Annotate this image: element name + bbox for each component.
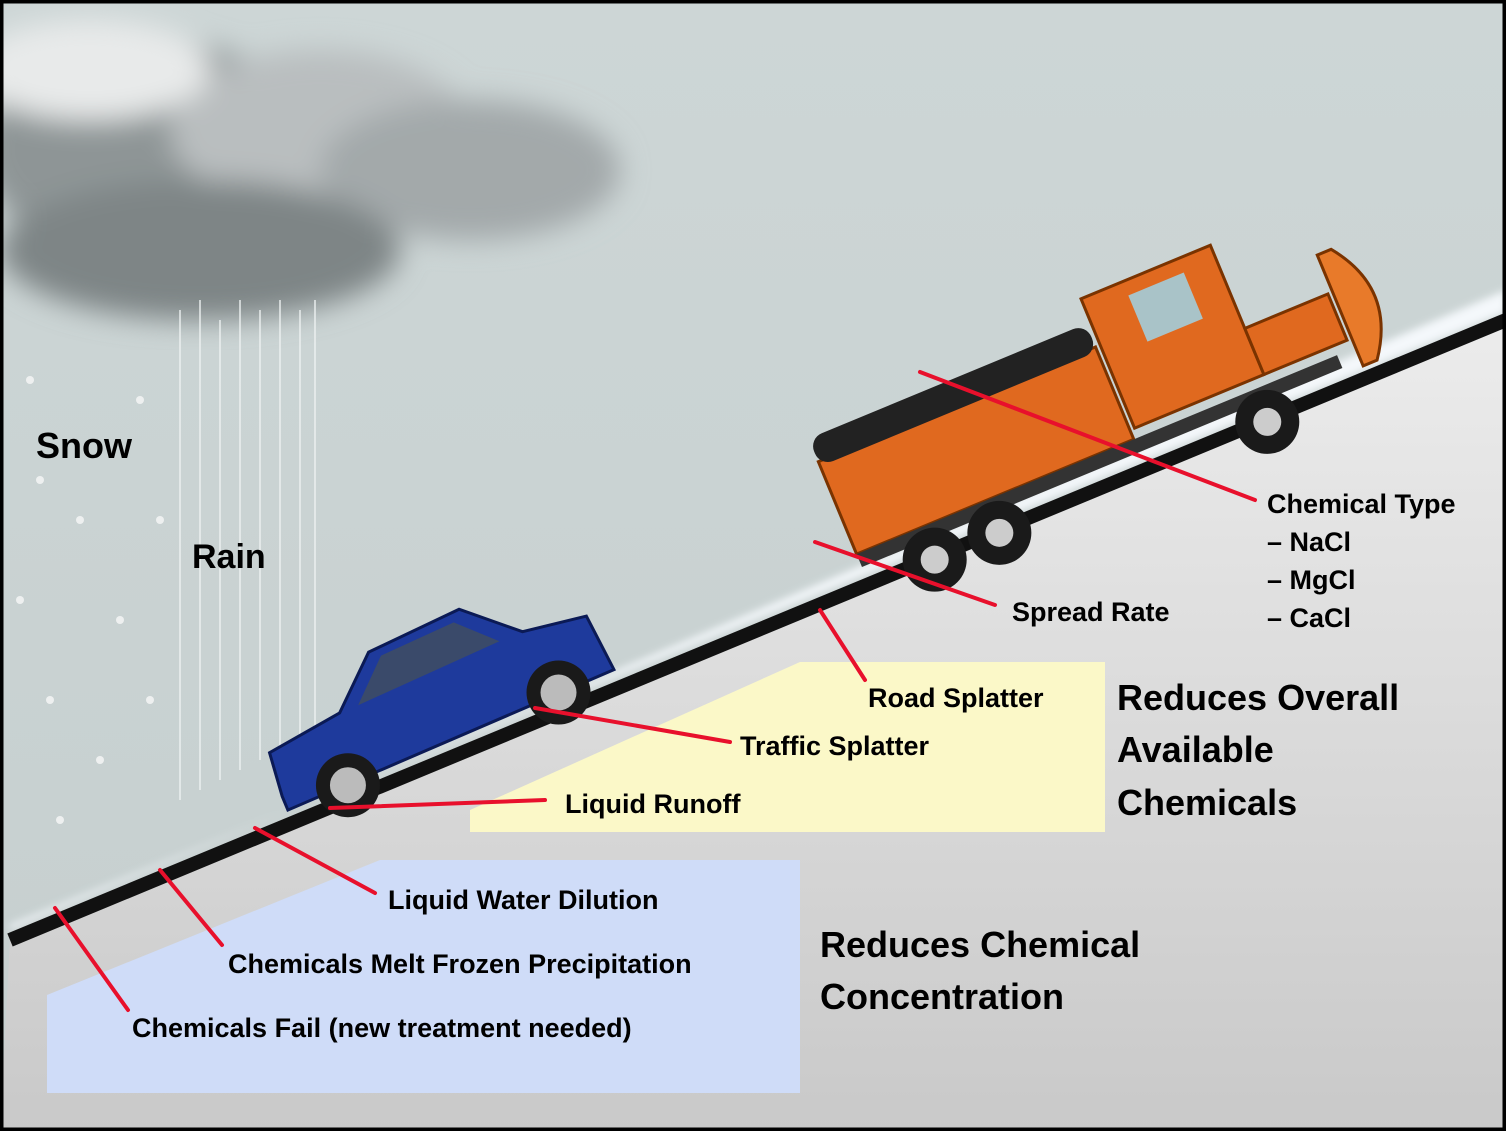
callout: Traffic Splatter	[740, 731, 930, 761]
callout: Liquid Runoff	[565, 789, 741, 819]
callout: Road Splatter	[868, 683, 1044, 713]
chemical-type-title: Chemical Type	[1267, 489, 1456, 519]
callout: Chemicals Melt Frozen Precipitation	[228, 949, 692, 979]
snow-label: Snow	[36, 425, 133, 466]
effect-text: Chemicals	[1117, 782, 1297, 823]
diagram: Snow Rain Chemical Type – NaCl – MgCl – …	[0, 0, 1506, 1131]
effect-text: Available	[1117, 729, 1274, 770]
effect-text: Reduces Overall	[1117, 677, 1399, 718]
chemical-item: – MgCl	[1267, 565, 1356, 595]
effect-text: Reduces Chemical	[820, 924, 1140, 965]
callout: Spread Rate	[1012, 597, 1170, 627]
chemical-item: – NaCl	[1267, 527, 1351, 557]
callout: Liquid Water Dilution	[388, 885, 658, 915]
effect-text: Concentration	[820, 976, 1064, 1017]
chemical-item: – CaCl	[1267, 603, 1351, 633]
callout: Chemicals Fail (new treatment needed)	[132, 1013, 632, 1043]
rain-label: Rain	[192, 538, 266, 576]
